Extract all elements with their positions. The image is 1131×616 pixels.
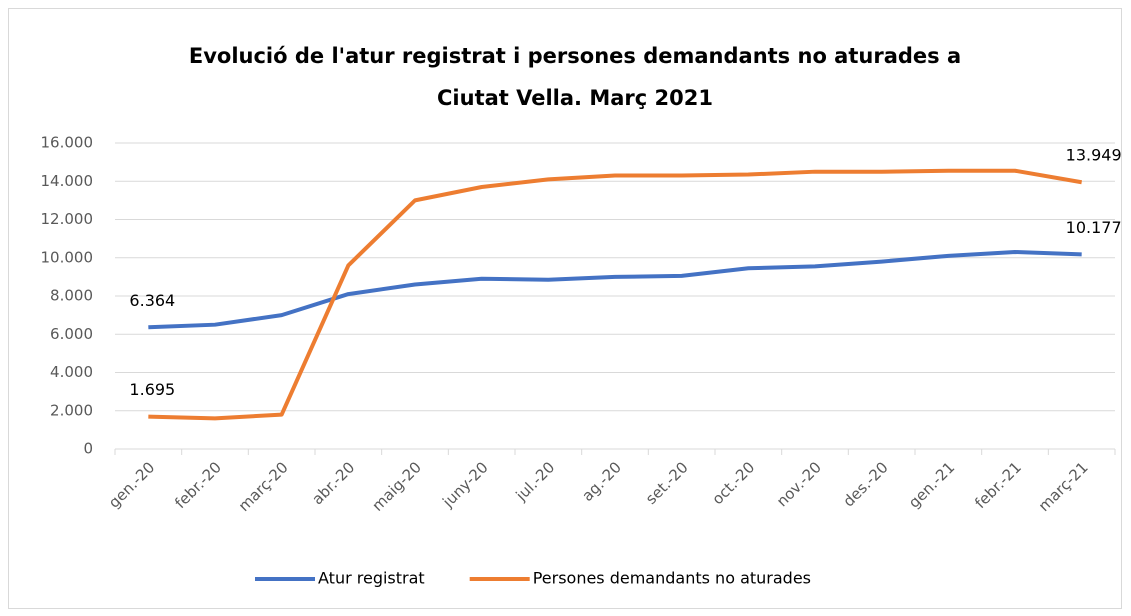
y-tick-label: 12.000 xyxy=(41,210,94,228)
y-tick-label: 0 xyxy=(83,440,93,458)
line-series xyxy=(148,168,1083,421)
y-tick-label: 6.000 xyxy=(50,325,93,343)
data-label: 1.695 xyxy=(129,380,175,399)
line-series xyxy=(148,250,1082,330)
data-label: 13.949 xyxy=(1066,146,1122,165)
legend-label: Persones demandants no aturades xyxy=(533,569,811,588)
y-tick-label: 10.000 xyxy=(41,248,94,266)
chart-frame xyxy=(8,8,1122,609)
chart-title: Evolució de l'atur registrat i persones … xyxy=(189,44,961,68)
y-tick-label: 16.000 xyxy=(41,134,94,152)
legend-label: Atur registrat xyxy=(318,569,425,588)
y-tick-label: 14.000 xyxy=(41,172,94,190)
y-tick-label: 8.000 xyxy=(50,287,93,305)
y-tick-label: 4.000 xyxy=(50,363,93,381)
y-tick-label: 2.000 xyxy=(50,401,93,419)
chart-title: Ciutat Vella. Març 2021 xyxy=(437,86,713,110)
data-label: 10.177 xyxy=(1066,218,1122,237)
data-label: 6.364 xyxy=(129,291,175,310)
